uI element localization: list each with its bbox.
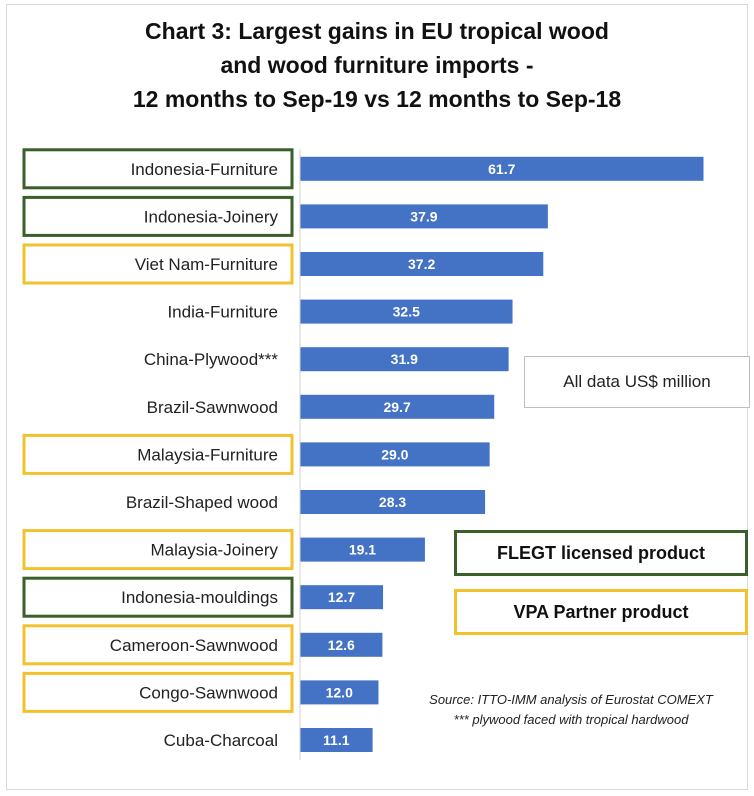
data-label: 37.9 bbox=[410, 208, 437, 224]
bar bbox=[300, 442, 490, 467]
category-box-vpa bbox=[22, 433, 294, 475]
bar bbox=[300, 299, 513, 324]
category-label: Indonesia-mouldings bbox=[121, 588, 278, 607]
chart-title: Chart 3: Largest gains in EU tropical wo… bbox=[0, 14, 754, 116]
bar bbox=[300, 156, 704, 181]
data-label: 19.1 bbox=[349, 542, 376, 558]
data-label: 61.7 bbox=[488, 161, 515, 177]
bar bbox=[300, 490, 486, 514]
source-line-1: Source: ITTO-IMM analysis of Eurostat CO… bbox=[429, 692, 713, 707]
bar bbox=[300, 252, 544, 276]
category-label: Brazil-Shaped wood bbox=[126, 493, 278, 512]
source-note: Source: ITTO-IMM analysis of Eurostat CO… bbox=[396, 690, 746, 730]
category-box-flegt bbox=[22, 195, 294, 237]
bar bbox=[300, 632, 383, 657]
data-label: 29.0 bbox=[381, 446, 408, 462]
category-label: Malaysia-Joinery bbox=[150, 541, 278, 560]
category-label: Indonesia-Furniture bbox=[131, 160, 278, 179]
bar bbox=[300, 728, 373, 752]
category-label: Cameroon-Sawnwood bbox=[110, 636, 278, 655]
bar bbox=[300, 204, 548, 229]
category-label: Viet Nam-Furniture bbox=[135, 255, 278, 274]
data-label: 32.5 bbox=[393, 304, 420, 320]
bar bbox=[300, 680, 379, 705]
category-label: Cuba-Charcoal bbox=[164, 731, 278, 750]
data-label: 28.3 bbox=[379, 494, 406, 510]
units-note: All data US$ million bbox=[524, 356, 750, 408]
data-label: 12.0 bbox=[326, 684, 353, 700]
category-label: Malaysia-Furniture bbox=[137, 445, 278, 464]
data-label: 29.7 bbox=[383, 399, 410, 415]
category-box-vpa bbox=[22, 671, 294, 713]
category-label: India-Furniture bbox=[167, 303, 278, 322]
category-label: Brazil-Sawnwood bbox=[147, 398, 278, 417]
bar bbox=[300, 394, 495, 419]
chart-title-line-2: and wood furniture imports - bbox=[220, 52, 534, 78]
data-label: 11.1 bbox=[323, 732, 350, 748]
data-label: 12.7 bbox=[328, 589, 355, 605]
bar bbox=[300, 347, 509, 372]
data-label: 31.9 bbox=[391, 351, 418, 367]
legend-flegt: FLEGT licensed product bbox=[454, 530, 748, 576]
chart-title-line-3: 12 months to Sep-19 vs 12 months to Sep-… bbox=[132, 86, 622, 112]
chart-title-line-1: Chart 3: Largest gains in EU tropical wo… bbox=[145, 18, 609, 44]
category-box-flegt bbox=[22, 576, 294, 618]
bar bbox=[300, 537, 425, 562]
category-box-vpa bbox=[22, 243, 294, 285]
source-line-2: *** plywood faced with tropical hardwood bbox=[453, 712, 689, 727]
category-label: China-Plywood*** bbox=[144, 350, 279, 369]
bar bbox=[300, 585, 384, 610]
category-box-flegt bbox=[22, 148, 294, 190]
category-label: Indonesia-Joinery bbox=[144, 207, 279, 226]
data-label: 37.2 bbox=[408, 256, 435, 272]
category-label: Congo-Sawnwood bbox=[139, 683, 278, 702]
category-box-vpa bbox=[22, 624, 294, 666]
category-box-vpa bbox=[22, 529, 294, 571]
data-label: 12.6 bbox=[328, 637, 355, 653]
legend-vpa: VPA Partner product bbox=[454, 589, 748, 635]
